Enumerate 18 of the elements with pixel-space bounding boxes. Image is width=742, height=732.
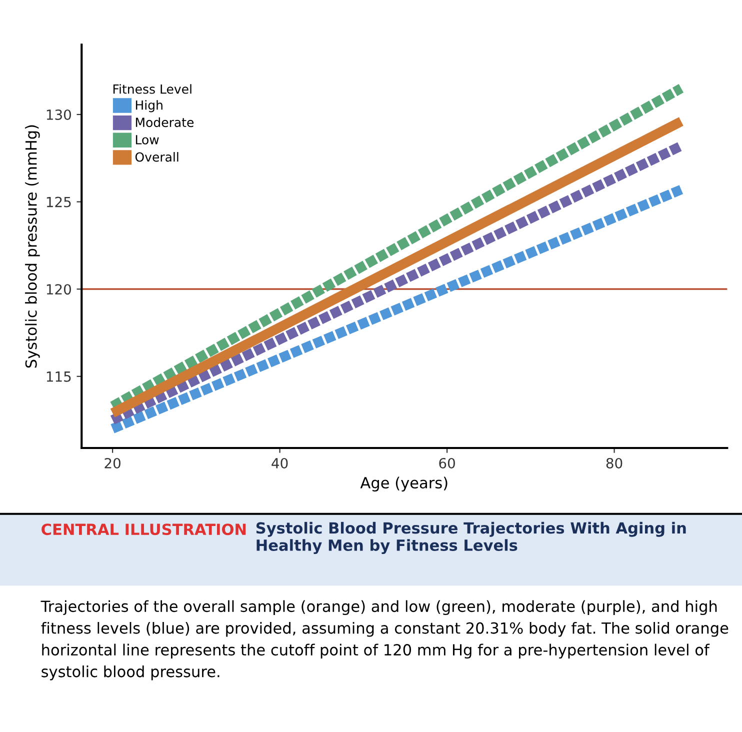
- y-axis-title: Systolic blood pressure (mmHg): [25, 125, 40, 368]
- legend-label: Overall: [135, 152, 178, 162]
- legend-label: Low: [136, 135, 159, 144]
- y-tick-label: 125: [46, 196, 71, 208]
- text: CENTRAL ILLUSTRATION: [42, 524, 246, 536]
- x-tick-label: 20: [104, 458, 120, 468]
- text: Systolic Blood Pressure Trajectories With Aging in Healthy Men by Fitness Levels: [256, 522, 686, 554]
- x-tick-label: 40: [272, 458, 288, 468]
- text: Trajectories of the overall sample (orange) and low (green), moderate (purple), and high fitness levels (blue) are provided, assuming a constant 20.31% body fat. The solid orange horizontal line represents the cutoff point of 120 mm Hg for a pre-hypertension level of systolic blood pressure.: [40, 600, 728, 680]
- x-tick-label: 60: [439, 458, 455, 468]
- y-tick-label: 115: [46, 372, 71, 382]
- y-tick-label: 130: [46, 109, 71, 120]
- legend-label: High: [136, 100, 162, 112]
- x-axis-title: Age (years): [360, 476, 448, 492]
- y-tick-label: 120: [46, 284, 71, 295]
- legend-title: Fitness Level: [113, 84, 192, 94]
- legend-label: Moderate: [136, 117, 194, 128]
- x-tick-label: 80: [606, 458, 622, 468]
